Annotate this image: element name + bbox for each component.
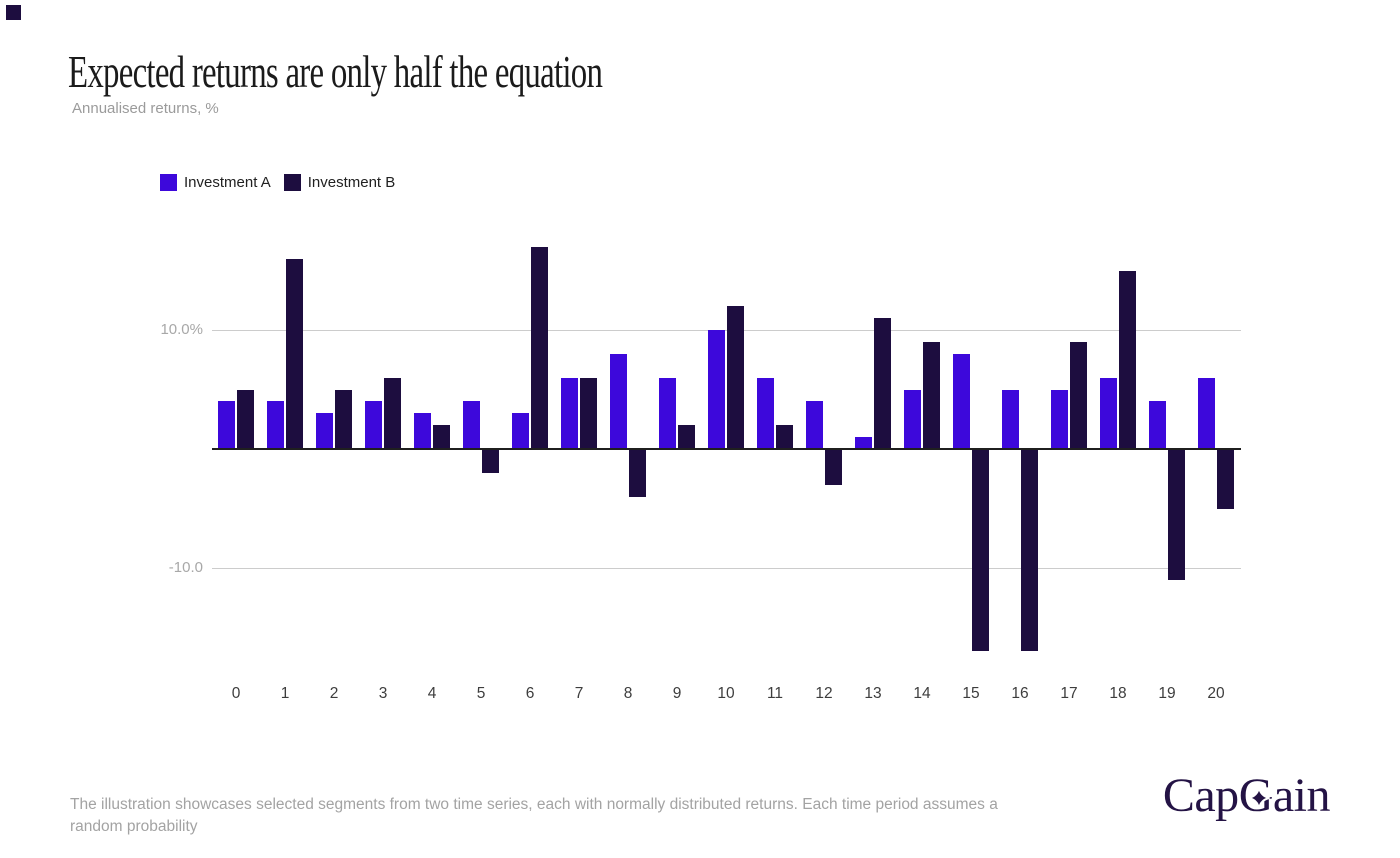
- bar-investment-a-8: [610, 353, 627, 449]
- bar-investment-b-14: [923, 341, 940, 449]
- legend-swatch-investment-b: [283, 174, 301, 191]
- bar-investment-a-18: [1100, 377, 1117, 449]
- chart-legend: Investment A Investment B: [160, 174, 395, 191]
- page-subtitle: Annualised returns, %: [72, 100, 219, 117]
- logo-text-part: Cap: [1162, 769, 1239, 822]
- x-tick-label: 12: [815, 685, 833, 702]
- corner-mark: [6, 5, 21, 20]
- bar-investment-b-20: [1217, 449, 1234, 509]
- x-tick-label: 13: [864, 685, 882, 702]
- x-tick-label: 5: [476, 685, 486, 702]
- x-tick-label: 0: [231, 685, 241, 702]
- x-tick-label: 9: [672, 685, 682, 702]
- bar-investment-b-7: [580, 377, 597, 449]
- bar-investment-a-14: [904, 389, 921, 449]
- bar-investment-b-11: [776, 425, 793, 449]
- bar-investment-b-0: [237, 389, 254, 449]
- legend-swatch-investment-a: [160, 174, 177, 191]
- footnote: The illustration showcases selected segm…: [70, 795, 998, 835]
- x-tick-label: 20: [1207, 685, 1225, 702]
- capgain-logo: CapGain: [1162, 769, 1331, 822]
- x-tick-label: 19: [1158, 685, 1176, 702]
- bar-investment-a-10: [708, 330, 725, 449]
- legend-item-investment-b: Investment B: [283, 174, 396, 191]
- bar-investment-a-2: [316, 413, 333, 449]
- legend-item-investment-a: Investment A: [160, 174, 271, 191]
- bar-investment-a-19: [1149, 401, 1166, 449]
- bar-investment-b-13: [874, 318, 891, 449]
- x-tick-label: 4: [427, 685, 437, 702]
- bar-investment-a-3: [365, 401, 382, 449]
- bar-investment-a-5: [463, 401, 480, 449]
- x-tick-label: 16: [1011, 685, 1029, 702]
- bar-investment-b-8: [629, 449, 646, 497]
- gridline: [211, 568, 1241, 569]
- bar-investment-a-9: [659, 377, 676, 449]
- x-tick-label: 8: [623, 685, 633, 702]
- bar-investment-b-15: [972, 449, 989, 652]
- page-title: Expected returns are only half the equat…: [68, 47, 603, 97]
- x-tick-label: 6: [525, 685, 535, 702]
- legend-label: Investment A: [184, 174, 271, 191]
- bar-investment-a-12: [806, 401, 823, 449]
- x-tick-label: 3: [378, 685, 388, 702]
- x-tick-label: 11: [766, 685, 784, 702]
- bar-investment-b-19: [1168, 449, 1185, 580]
- bar-investment-b-1: [286, 258, 303, 449]
- bar-investment-a-0: [218, 401, 235, 449]
- x-tick-label: 17: [1060, 685, 1078, 702]
- x-tick-label: 15: [962, 685, 980, 702]
- x-tick-label: 14: [913, 685, 931, 702]
- x-tick-label: 7: [574, 685, 584, 702]
- bar-investment-b-17: [1070, 341, 1087, 449]
- bar-investment-a-20: [1198, 377, 1215, 449]
- bar-investment-b-4: [433, 425, 450, 449]
- bar-investment-b-6: [531, 246, 548, 449]
- x-tick-label: 2: [329, 685, 339, 702]
- bar-investment-b-12: [825, 449, 842, 485]
- bar-investment-a-4: [414, 413, 431, 449]
- legend-label: Investment B: [307, 174, 396, 191]
- bar-investment-b-9: [678, 425, 695, 449]
- bar-investment-b-3: [384, 377, 401, 449]
- gridline: [211, 330, 1241, 331]
- bar-investment-b-18: [1119, 270, 1136, 449]
- bar-investment-a-11: [757, 377, 774, 449]
- y-tick-label: -10.0: [168, 559, 203, 576]
- bar-investment-a-6: [512, 413, 529, 449]
- bar-investment-a-15: [953, 353, 970, 449]
- x-tick-label: 10: [717, 685, 735, 702]
- x-tick-label: 1: [280, 685, 290, 702]
- four-point-star-icon: [1247, 787, 1270, 809]
- bar-investment-b-10: [727, 306, 744, 449]
- bar-investment-a-13: [855, 437, 872, 449]
- x-axis-zero-line: [211, 448, 1241, 450]
- bar-investment-b-5: [482, 449, 499, 473]
- bar-investment-b-16: [1021, 449, 1038, 652]
- bar-investment-a-7: [561, 377, 578, 449]
- logo-text-part: ain: [1272, 769, 1331, 822]
- x-tick-label: 18: [1109, 685, 1127, 702]
- bar-investment-a-17: [1051, 389, 1068, 449]
- bar-investment-a-1: [267, 401, 284, 449]
- bar-investment-b-2: [335, 389, 352, 449]
- bar-investment-a-16: [1002, 389, 1019, 449]
- y-tick-label: 10.0%: [160, 321, 203, 338]
